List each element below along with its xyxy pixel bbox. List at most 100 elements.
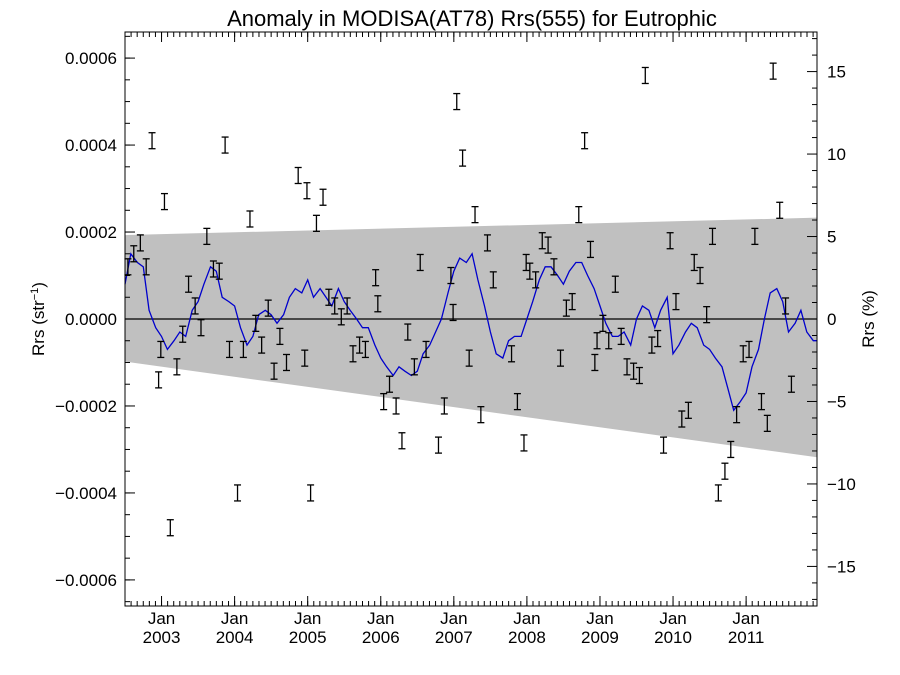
data-point-14	[203, 227, 211, 246]
data-point-0	[124, 258, 132, 276]
left-axis-title-base: Rrs (str	[29, 300, 48, 356]
data-point-75	[581, 132, 589, 150]
data-point-39	[356, 336, 364, 354]
data-point-76	[586, 240, 594, 259]
data-point-55	[453, 92, 461, 111]
right-tick-label-6: −15	[827, 557, 856, 576]
left-tick-label-3: 0.0000	[65, 310, 117, 329]
data-point-13	[197, 319, 205, 337]
chart-title: Anomaly in MODISA(AT78) Rrs(555) for Eut…	[227, 6, 717, 31]
data-point-11	[185, 275, 193, 293]
smoothed-anomaly-line-0	[124, 252, 817, 412]
data-point-52	[440, 397, 448, 415]
data-point-47	[404, 323, 412, 341]
data-point-90	[666, 232, 674, 250]
x-tick-year-8: 2011	[728, 628, 765, 647]
right-tick-label-1: 10	[827, 145, 846, 164]
data-point-96	[703, 306, 711, 324]
data-point-102	[739, 345, 747, 363]
x-tick-year-2: 2005	[289, 628, 327, 647]
data-point-15	[209, 260, 217, 278]
data-point-69	[544, 236, 552, 254]
data-point-41	[372, 269, 380, 287]
left-axis-title-superscript: −1	[29, 288, 41, 301]
right-tick-label-3: 0	[827, 310, 836, 329]
data-point-54	[449, 303, 457, 322]
data-point-27	[282, 353, 290, 372]
data-point-38	[349, 345, 357, 363]
data-point-59	[477, 406, 485, 424]
data-point-19	[234, 484, 242, 502]
data-point-16	[215, 262, 223, 280]
x-tick-year-1: 2004	[216, 628, 254, 647]
data-point-29	[301, 349, 309, 367]
data-point-30	[303, 182, 311, 200]
data-point-87	[648, 336, 656, 354]
x-tick-month-5: Jan	[513, 609, 540, 628]
data-point-22	[252, 314, 260, 332]
data-point-20	[239, 340, 247, 359]
x-tick-month-4: Jan	[440, 609, 467, 628]
data-point-37	[343, 297, 351, 315]
left-tick-label-5: −0.0004	[55, 484, 117, 503]
left-tick-label-1: 0.0004	[65, 136, 117, 155]
data-point-24	[264, 299, 272, 317]
data-point-97	[709, 227, 717, 246]
data-point-23	[258, 336, 266, 354]
data-point-64	[520, 434, 528, 452]
data-point-92	[678, 410, 686, 428]
x-tick-month-1: Jan	[221, 609, 248, 628]
x-tick-year-6: 2009	[581, 628, 619, 647]
data-point-94	[690, 253, 698, 272]
data-point-53	[447, 266, 455, 285]
data-point-60	[483, 234, 491, 252]
data-point-4	[148, 132, 156, 150]
data-point-61	[489, 271, 497, 289]
data-point-88	[654, 329, 662, 348]
data-point-78	[593, 332, 601, 350]
data-point-82	[617, 327, 625, 346]
data-point-42	[374, 295, 382, 313]
data-point-50	[422, 340, 430, 359]
data-point-81	[611, 275, 619, 293]
data-point-98	[714, 484, 722, 502]
data-point-105	[757, 392, 765, 411]
right-tick-label-2: 5	[827, 228, 836, 247]
data-point-46	[398, 432, 406, 450]
data-point-104	[751, 227, 759, 246]
left-tick-label-2: 0.0002	[65, 223, 117, 242]
data-point-95	[696, 266, 704, 285]
right-tick-label-5: −10	[827, 475, 856, 494]
data-point-99	[721, 462, 729, 480]
left-axis-title-end: )	[29, 282, 48, 288]
data-point-43	[380, 392, 388, 411]
left-tick-label-4: −0.0002	[55, 397, 117, 416]
data-point-73	[568, 292, 576, 311]
data-point-51	[434, 436, 442, 454]
data-point-3	[142, 258, 150, 276]
data-point-74	[575, 205, 583, 224]
data-point-2	[136, 234, 144, 252]
data-point-58	[471, 205, 479, 224]
right-axis-title: Rrs (%)	[859, 290, 878, 348]
data-point-40	[361, 340, 369, 359]
x-tick-month-3: Jan	[367, 609, 394, 628]
x-tick-month-7: Jan	[659, 609, 686, 628]
data-point-68	[538, 232, 546, 250]
data-point-8	[166, 519, 174, 537]
data-point-109	[782, 297, 790, 315]
data-point-66	[526, 262, 534, 280]
data-point-44	[386, 375, 394, 393]
data-point-89	[660, 436, 668, 454]
data-point-1	[130, 245, 138, 263]
data-point-110	[787, 375, 795, 393]
data-point-33	[319, 188, 327, 206]
data-point-28	[294, 166, 302, 185]
x-tick-year-4: 2007	[435, 628, 473, 647]
data-point-49	[416, 253, 424, 272]
data-point-84	[630, 362, 638, 380]
left-axis-title: Rrs (str−1)	[29, 282, 48, 356]
data-point-106	[763, 414, 771, 433]
data-point-9	[173, 358, 181, 376]
